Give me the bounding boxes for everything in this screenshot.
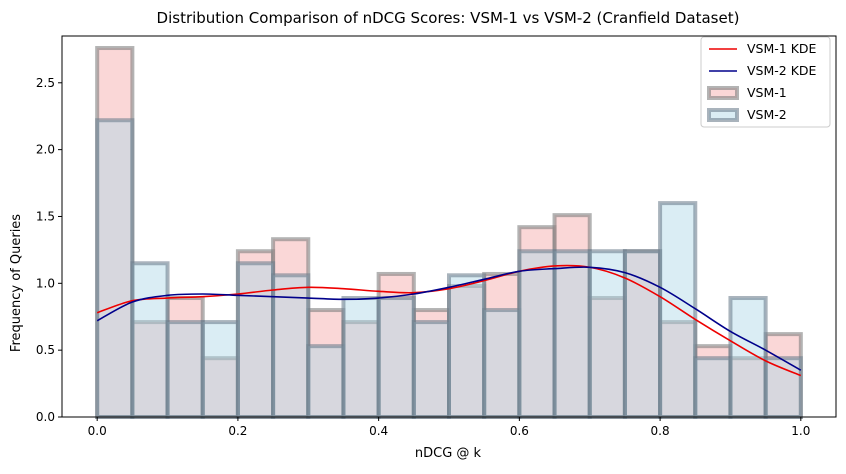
y-tick-label: 2.5 bbox=[36, 76, 55, 90]
y-tick-label: 1.5 bbox=[36, 209, 55, 223]
legend-box bbox=[700, 36, 831, 128]
x-tick-label: 1.0 bbox=[791, 424, 810, 438]
legend-label: VSM-2 bbox=[747, 107, 787, 122]
x-tick-label: 0.2 bbox=[228, 424, 247, 438]
histogram-layer bbox=[95, 46, 803, 420]
kde-layer bbox=[96, 264, 802, 377]
x-tick-label: 0.8 bbox=[651, 424, 670, 438]
legend-patch-swatch bbox=[707, 86, 739, 100]
histogram-bar bbox=[306, 344, 346, 419]
legend-label: VSM-1 bbox=[747, 85, 787, 100]
x-tick-label: 0.4 bbox=[369, 424, 388, 438]
y-tick-label: 2.0 bbox=[36, 143, 55, 157]
y-tick-label: 0.5 bbox=[36, 343, 55, 357]
histogram-bar bbox=[95, 118, 135, 420]
histogram-bar bbox=[376, 296, 416, 420]
y-tick-label: 1.0 bbox=[36, 276, 55, 290]
legend-patch-swatch bbox=[707, 108, 739, 122]
histogram-bar bbox=[200, 320, 240, 419]
y-axis-label: Frequency of Queries bbox=[9, 214, 24, 352]
x-tick-label: 0.6 bbox=[510, 424, 529, 438]
histogram-bar bbox=[130, 261, 170, 419]
x-tick-label: 0.0 bbox=[88, 424, 107, 438]
histogram-bar bbox=[517, 249, 557, 419]
histogram-bar bbox=[658, 201, 698, 419]
histogram-bar bbox=[693, 356, 733, 420]
x-axis-label: nDCG @ k bbox=[415, 446, 482, 461]
histogram-bar bbox=[622, 249, 663, 419]
kde-line bbox=[96, 264, 802, 377]
chart-title: Distribution Comparison of nDCG Scores: … bbox=[157, 9, 740, 27]
legend: VSM-1 KDE VSM-2 KDE VSM-1 VSM-2 bbox=[700, 36, 831, 128]
histogram-bar bbox=[235, 261, 276, 419]
histogram-bar bbox=[482, 308, 522, 420]
axes: 0.0 0.2 0.4 0.6 0.8 1.0 0.0 0.5 1.0 1.5 2.0 2.5 bbox=[36, 35, 837, 438]
histogram-bar bbox=[411, 320, 451, 419]
histogram-bar bbox=[341, 296, 381, 420]
legend-label: VSM-1 KDE bbox=[747, 41, 817, 56]
legend-label: VSM-2 KDE bbox=[747, 63, 817, 78]
plot-frame bbox=[61, 35, 837, 418]
histogram-bar bbox=[552, 249, 592, 419]
histogram-bar bbox=[447, 273, 487, 419]
kde-line bbox=[96, 266, 802, 371]
histogram-bar bbox=[165, 320, 205, 419]
y-tick-label: 0.0 bbox=[36, 410, 55, 424]
histogram-bar bbox=[763, 356, 803, 420]
